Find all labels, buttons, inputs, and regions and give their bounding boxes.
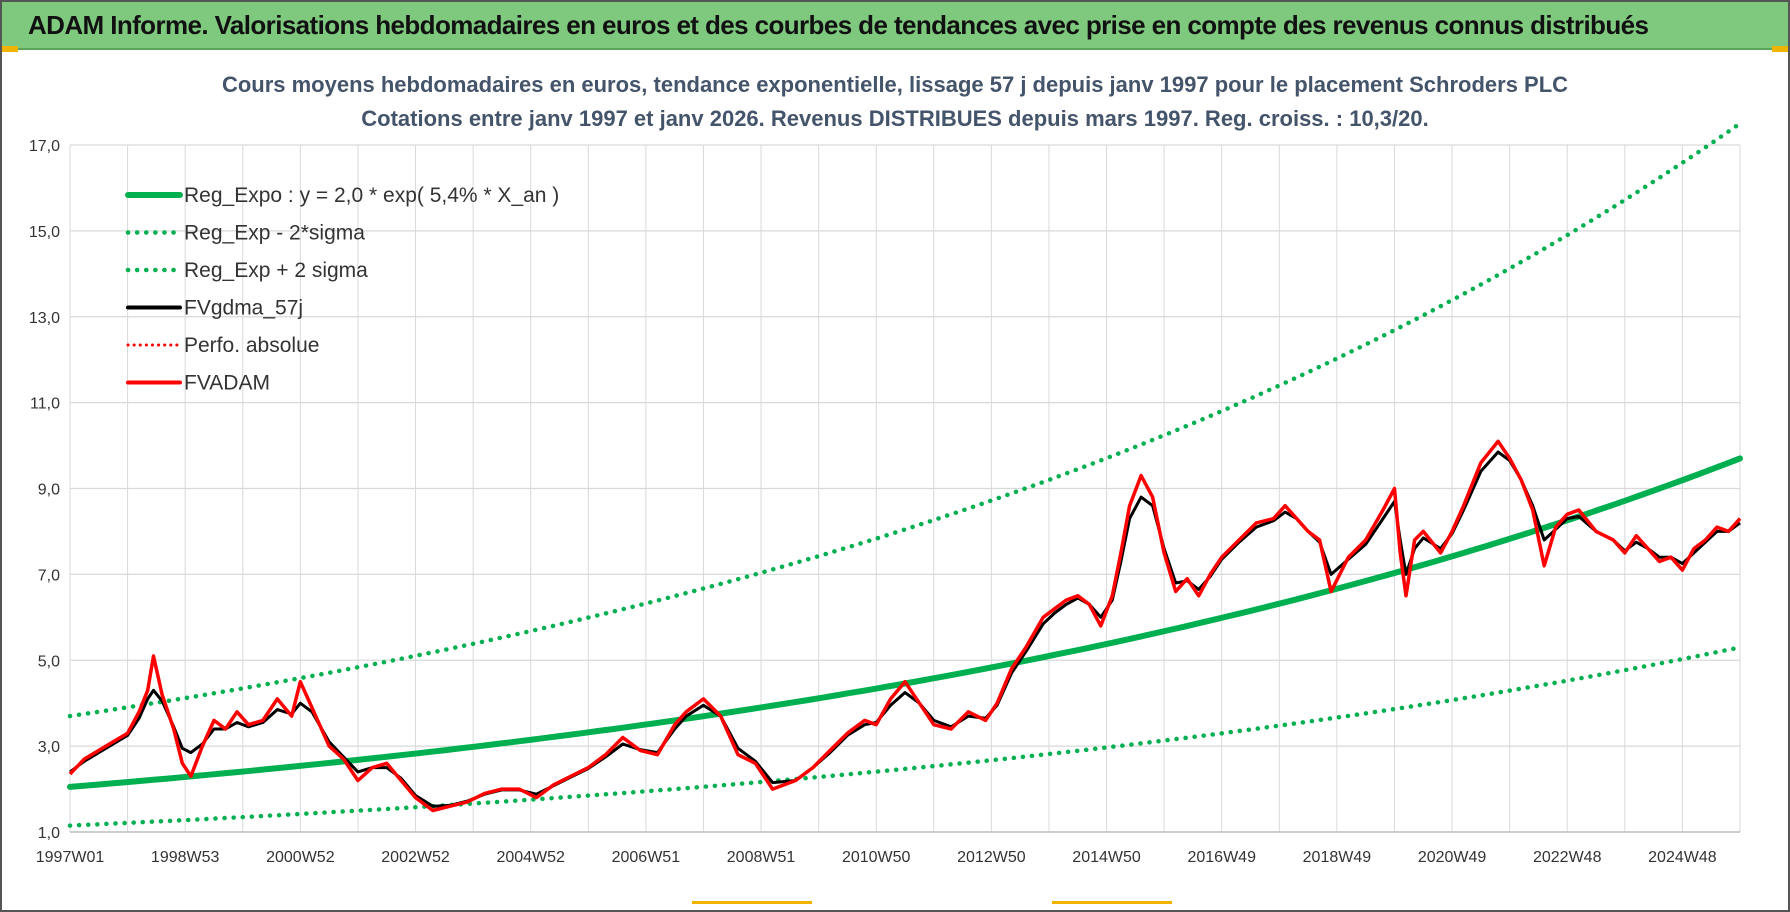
x-tick-label: 2012W50: [957, 849, 1026, 866]
x-tick-label: 1998W53: [151, 849, 220, 866]
y-tick-label: 9,0: [38, 482, 60, 499]
y-tick-label: 17,0: [29, 138, 60, 155]
x-tick-label: 2006W51: [612, 849, 681, 866]
series-reg-expo: [67, 455, 1743, 790]
y-tick-label: 1,0: [38, 825, 60, 842]
series-reg-plus-2sigma: [67, 121, 1743, 719]
legend-label: FVADAM: [184, 372, 270, 395]
legend: Reg_Expo : y = 2,0 * exp( 5,4% * X_an ) R…: [125, 184, 559, 395]
x-tick-label: 2024W48: [1648, 849, 1717, 866]
legend-label: Reg_Exp + 2 sigma: [184, 259, 368, 282]
series-reg-minus-2sigma: [67, 645, 1743, 828]
x-tick-label: 2014W50: [1072, 849, 1141, 866]
x-tick-label: 2022W48: [1533, 849, 1602, 866]
chart: Cours moyens hebdomadaires en euros, ten…: [29, 72, 1743, 866]
y-axis: 1,0 3,0 5,0 7,0 9,0 11,0 13,0 15,0 17,0: [29, 138, 60, 842]
y-tick-label: 3,0: [38, 739, 60, 756]
report-banner: ADAM Informe. Valorisations hebdomadaire…: [2, 2, 1788, 50]
x-axis: 1997W01 1998W53 2000W52 2002W52 2004W52 2006W…: [36, 849, 1717, 866]
legend-label: Reg_Exp - 2*sigma: [184, 222, 365, 245]
x-tick-label: 2016W49: [1187, 849, 1256, 866]
y-tick-label: 13,0: [29, 310, 60, 327]
corner-marker-bottom-left: [692, 901, 812, 904]
legend-label: Perfo. absolue: [184, 334, 319, 357]
y-tick-label: 7,0: [38, 567, 60, 584]
x-tick-label: 2020W49: [1418, 849, 1487, 866]
x-tick-label: 2004W52: [496, 849, 565, 866]
series-fvgdma-57j: [69, 450, 1741, 808]
corner-marker-bottom-right: [1052, 901, 1172, 904]
y-tick-label: 15,0: [29, 224, 60, 241]
report-title: ADAM Informe. Valorisations hebdomadaire…: [28, 9, 1649, 40]
legend-label: Reg_Expo : y = 2,0 * exp( 5,4% * X_an ): [184, 184, 559, 207]
series-fvadam: [68, 439, 1742, 813]
x-tick-label: 2010W50: [842, 849, 911, 866]
chart-title-line1: Cours moyens hebdomadaires en euros, ten…: [222, 72, 1568, 97]
corner-marker-right: [1772, 46, 1788, 52]
x-tick-label: 2000W52: [266, 849, 335, 866]
x-tick-label: 1997W01: [36, 849, 105, 866]
corner-marker-left: [2, 46, 18, 52]
x-tick-label: 2002W52: [381, 849, 450, 866]
chart-title-line2: Cotations entre janv 1997 et janv 2026. …: [361, 106, 1428, 131]
plot-area: [67, 121, 1743, 828]
x-tick-label: 2018W49: [1303, 849, 1372, 866]
y-tick-label: 5,0: [38, 653, 60, 670]
legend-label: FVgdma_57j: [184, 297, 303, 320]
x-tick-label: 2008W51: [727, 849, 796, 866]
y-tick-label: 11,0: [30, 396, 60, 413]
